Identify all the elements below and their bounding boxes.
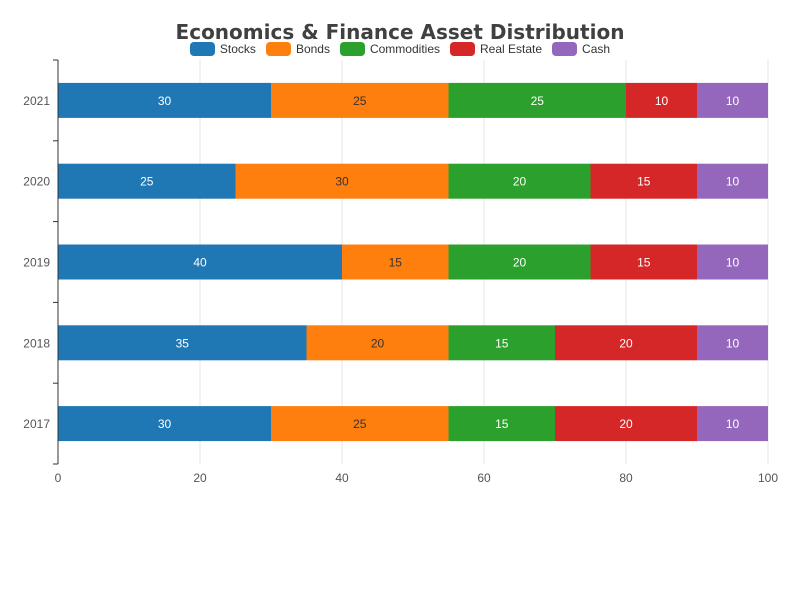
data-label: 15	[389, 256, 403, 270]
bar-cash-2018	[697, 325, 768, 361]
bar-real-estate-2019	[590, 244, 697, 280]
data-label: 10	[655, 94, 669, 108]
legend-swatch	[552, 42, 578, 56]
bar-stocks-2021	[58, 82, 271, 118]
legend-item-real-estate[interactable]: Real Estate	[450, 42, 542, 56]
bar-cash-2020	[697, 163, 768, 199]
data-label: 20	[371, 336, 385, 350]
x-tick-label: 100	[758, 471, 778, 485]
data-label: 40	[193, 256, 207, 270]
legend-label: Bonds	[295, 42, 330, 56]
chart-title: Economics & Finance Asset Distribution	[175, 20, 625, 44]
x-tick-label: 40	[335, 471, 349, 485]
bar-real-estate-2018	[555, 325, 697, 361]
legend-item-commodities[interactable]: Commodities	[339, 42, 440, 56]
data-label: 20	[619, 417, 633, 431]
data-label: 35	[176, 336, 190, 350]
data-label: 25	[353, 417, 367, 431]
data-label: 20	[513, 175, 527, 189]
bar-bonds-2019	[342, 244, 449, 280]
data-label: 30	[335, 175, 349, 189]
data-label: 15	[495, 417, 509, 431]
y-tick-label: 2020	[23, 175, 50, 189]
bar-cash-2021	[697, 82, 768, 118]
x-tick-label: 20	[193, 471, 207, 485]
bar-cash-2019	[697, 244, 768, 280]
data-label: 30	[158, 94, 172, 108]
bar-commodities-2021	[448, 82, 626, 118]
bar-stocks-2019	[58, 244, 342, 280]
bar-commodities-2020	[448, 163, 591, 199]
x-tick-label: 80	[619, 471, 633, 485]
legend-swatch	[265, 42, 291, 56]
data-label: 10	[726, 256, 740, 270]
data-label: 20	[513, 256, 527, 270]
data-label: 15	[637, 175, 651, 189]
data-label: 15	[637, 256, 651, 270]
legend-label: Commodities	[369, 42, 440, 56]
data-label: 10	[726, 175, 740, 189]
data-label: 30	[158, 417, 172, 431]
bar-stocks-2020	[58, 163, 236, 199]
legend-item-bonds[interactable]: Bonds	[265, 42, 330, 56]
data-label: 10	[726, 417, 740, 431]
legend-label: Cash	[582, 42, 611, 56]
data-label: 10	[726, 94, 740, 108]
legend-label: Stocks	[219, 42, 256, 56]
bar-stocks-2018	[58, 325, 307, 361]
legend: Stocks Bonds Commodities Real Estate Cash	[0, 42, 800, 56]
bar-cash-2017	[697, 406, 768, 442]
data-label: 20	[619, 336, 633, 350]
bar-commodities-2017	[448, 406, 555, 442]
x-tick-label: 0	[55, 471, 62, 485]
data-label: 15	[495, 336, 509, 350]
x-tick-label: 60	[477, 471, 491, 485]
data-label: 25	[140, 175, 154, 189]
bar-stocks-2017	[58, 406, 271, 442]
legend-item-cash[interactable]: Cash	[552, 42, 610, 56]
data-label: 25	[353, 94, 367, 108]
legend-item-stocks[interactable]: Stocks	[189, 42, 256, 56]
y-tick-label: 2017	[23, 417, 50, 431]
y-tick-label: 2019	[23, 256, 50, 270]
legend-swatch	[339, 42, 365, 56]
bar-bonds-2020	[235, 163, 449, 199]
y-tick-label: 2018	[23, 336, 50, 350]
bar-commodities-2019	[448, 244, 591, 280]
y-tick-label: 2021	[23, 94, 50, 108]
bar-bonds-2017	[271, 406, 449, 442]
bar-real-estate-2017	[555, 406, 697, 442]
data-label: 10	[726, 336, 740, 350]
bar-real-estate-2020	[590, 163, 697, 199]
legend-label: Real Estate	[480, 42, 543, 56]
bar-bonds-2021	[271, 82, 449, 118]
legend-swatch	[450, 42, 475, 56]
bar-bonds-2018	[306, 325, 449, 361]
legend-swatch	[189, 42, 215, 56]
bar-commodities-2018	[448, 325, 555, 361]
data-label: 25	[531, 94, 545, 108]
bar-real-estate-2021	[626, 82, 697, 118]
